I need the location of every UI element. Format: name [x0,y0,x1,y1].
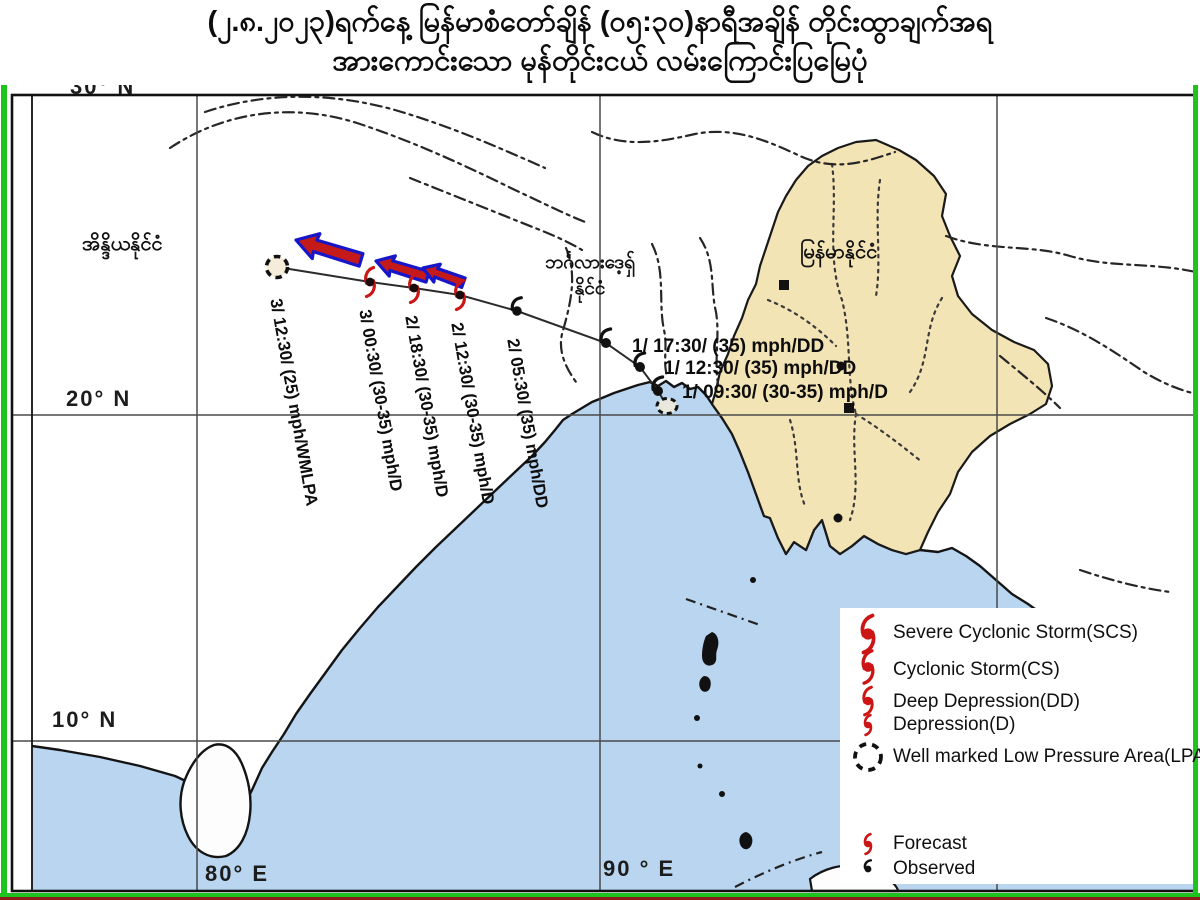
legend-label-forecast: Forecast [893,833,967,854]
sri-lanka-island [179,743,252,859]
observed-label-3: 1/ 09:30/ (30-35) mph/D [682,382,888,403]
legend-label-scs: Severe Cyclonic Storm(SCS) [893,622,1138,643]
city-square-2 [844,403,854,413]
observed-symbols [510,296,665,396]
observed-symbol-1 [510,296,523,316]
city-square-1 [779,280,789,290]
country-label-myanmar: မြန်မာနိုင်ငံ [800,241,878,263]
bangladesh-label-line1: ဘင်္ဂလားဒေ့ရှ် [545,252,635,273]
wmlpa-circle [264,254,290,280]
arrow-large [294,232,365,268]
observed-label-2: 1/ 12:30/ (35) mph/DD [664,358,857,379]
observed-symbol-2 [599,327,613,348]
forecast-arrows [294,232,467,290]
grid-label-10n: 10° N [52,707,118,732]
legend-label-lpa: Well marked Low Pressure Area(LPA) [893,746,1200,767]
observed-symbol-4 [651,375,665,396]
observed-symbol-3 [633,351,647,372]
country-label-bangladesh: ဘင်္ဂလားဒေ့ရှ် နိုင်ငံ [510,250,670,302]
page-border-lines [0,85,1200,900]
myanmar-region [710,138,1054,556]
sumatra-dashdot-line [734,850,823,888]
legend-row-observed: Observed [840,856,1193,882]
legend-row-forecast: Forecast [840,830,1193,858]
forecast-symbol-1 [364,265,376,299]
legend-row-dd: Deep Depression(DD) [840,682,1193,720]
deep-depression-icon [846,682,890,725]
country-label-india: အိန္ဒိယနိုင်ငံ [82,233,163,255]
legend-label-observed: Observed [893,858,976,879]
state-borders [766,162,944,522]
map-title-line2: အားကောင်းသော မုန်တိုင်းငယ် လမ်းကြောင်းပြ… [332,45,868,77]
arrow-small [421,262,467,290]
title-block: (၂.၈.၂၀၂၃)ရက်နေ့ မြန်မာစံတော်ချိန် (၀၅:၃… [0,0,1200,85]
forecast-symbol-2 [408,271,420,305]
severe-cyclonic-storm-icon [846,612,890,661]
andaman-islands [694,577,756,850]
forecast-icon [846,830,890,863]
grid-label-80e: 80° E [205,861,270,886]
legend-label-dd: Deep Depression(DD) [893,691,1080,712]
bangladesh-label-line2: နိုင်ငံ [574,278,606,299]
initial-lpa-ellipse [655,397,679,415]
legend-row-d: Depression(D) [840,710,1193,740]
forecast-symbol-3 [454,278,466,312]
map-title-line1: (၂.၈.၂၀၂၃)ရက်နေ့ မြန်မာစံတော်ချိန် (၀၅:၃… [207,6,993,38]
city-markers [779,280,854,523]
city-dot-1 [836,361,846,371]
observed-label-1: 1/ 17:30/ (35) mph/DD [632,336,825,357]
legend-label-d: Depression(D) [893,714,1016,735]
cyclonic-storm-icon [846,646,890,693]
grid-label-90e: 90 ° E [603,856,676,881]
observed-icon [846,856,890,887]
depression-icon [846,710,890,745]
legend-row-lpa: Well marked Low Pressure Area(LPA) [840,739,1200,775]
legend-row-cs: Cyclonic Storm(CS) [840,646,1193,688]
grid-label-20n: 20° N [66,386,132,411]
legend-label-cs: Cyclonic Storm(CS) [893,659,1060,680]
country-borders [168,95,1198,594]
city-dot-2 [833,513,843,523]
low-pressure-area-icon [846,739,890,780]
legend-row-scs: Severe Cyclonic Storm(SCS) [840,612,1193,656]
legend: Severe Cyclonic Storm(SCS) Cyclonic Stor… [840,608,1200,884]
forecast-symbols [364,265,466,312]
